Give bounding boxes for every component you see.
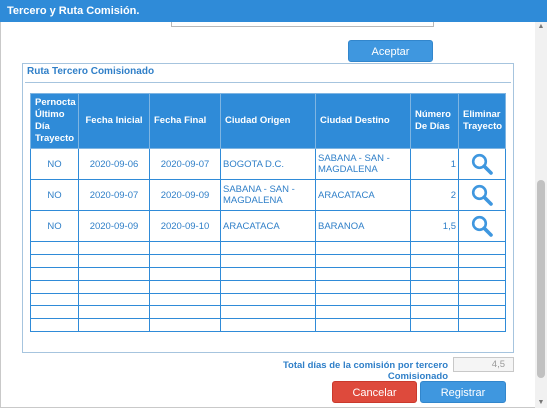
cell-ciudad-origen: ARACATACA (220, 210, 316, 242)
header-numero-dias: Número De Días (410, 93, 459, 149)
cell-ciudad-destino: ARACATACA (315, 179, 411, 211)
window-title: Tercero y Ruta Comisión. (0, 0, 547, 22)
empty-row (30, 305, 506, 320)
empty-row (30, 292, 506, 307)
scroll-thumb[interactable] (537, 180, 545, 378)
table-row: NO 2020-09-06 2020-09-07 BOGOTA D.C. SAB… (30, 148, 506, 180)
section-title: Ruta Tercero Comisionado (25, 64, 511, 83)
empty-row (30, 241, 506, 255)
cell-numero-dias: 1 (410, 148, 459, 180)
search-icon[interactable] (470, 152, 494, 176)
cell-pernocta: NO (30, 179, 79, 211)
cell-eliminar (458, 210, 506, 242)
scroll-up-icon[interactable]: ▲ (537, 23, 545, 30)
route-section: Ruta Tercero Comisionado Pernocta Último… (22, 63, 514, 353)
dialog-body: Aceptar Ruta Tercero Comisionado Pernoct… (0, 22, 547, 408)
search-icon[interactable] (470, 214, 494, 238)
cell-fecha-inicial: 2020-09-09 (78, 210, 150, 242)
empty-row (30, 266, 506, 281)
table-row: NO 2020-09-09 2020-09-10 ARACATACA BARAN… (30, 210, 506, 242)
cell-ciudad-origen: SABANA - SAN - MAGDALENA (220, 179, 316, 211)
cell-ciudad-destino: SABANA - SAN - MAGDALENA (315, 148, 411, 180)
cell-numero-dias: 2 (410, 179, 459, 211)
cell-ciudad-destino: BARANOA (315, 210, 411, 242)
header-eliminar: Eliminar Trayecto (458, 93, 506, 149)
cell-eliminar (458, 179, 506, 211)
total-days-field: 4,5 (453, 357, 514, 372)
cancel-button[interactable]: Cancelar (332, 381, 417, 403)
table-header-row: Pernocta Último Día Trayecto Fecha Inici… (30, 93, 506, 149)
route-table: Pernocta Último Día Trayecto Fecha Inici… (30, 93, 506, 333)
cell-fecha-final: 2020-09-09 (149, 179, 221, 211)
header-ciudad-destino: Ciudad Destino (315, 93, 411, 149)
table-row: NO 2020-09-07 2020-09-09 SABANA - SAN - … (30, 179, 506, 211)
top-input-field[interactable] (171, 22, 434, 27)
cell-numero-dias: 1,5 (410, 210, 459, 242)
header-fecha-inicial: Fecha Inicial (78, 93, 150, 149)
header-ciudad-origen: Ciudad Origen (220, 93, 316, 149)
empty-row (30, 279, 506, 294)
accept-button[interactable]: Aceptar (348, 40, 433, 62)
empty-row (30, 318, 506, 333)
total-days-label: Total días de la comisión por tercero Co… (282, 360, 448, 382)
scroll-down-icon[interactable]: ▼ (537, 399, 545, 406)
cell-pernocta: NO (30, 148, 79, 180)
header-pernocta: Pernocta Último Día Trayecto (30, 93, 79, 149)
vertical-scrollbar[interactable]: ▲ ▼ (535, 22, 547, 408)
cell-pernocta: NO (30, 210, 79, 242)
cell-fecha-final: 2020-09-07 (149, 148, 221, 180)
cell-ciudad-origen: BOGOTA D.C. (220, 148, 316, 180)
header-fecha-final: Fecha Final (149, 93, 221, 149)
cell-fecha-final: 2020-09-10 (149, 210, 221, 242)
empty-row (30, 253, 506, 268)
cell-fecha-inicial: 2020-09-06 (78, 148, 150, 180)
register-viaticos-button[interactable]: Registrar Viáticos (420, 381, 506, 403)
search-icon[interactable] (470, 183, 494, 207)
cell-fecha-inicial: 2020-09-07 (78, 179, 150, 211)
cell-eliminar (458, 148, 506, 180)
